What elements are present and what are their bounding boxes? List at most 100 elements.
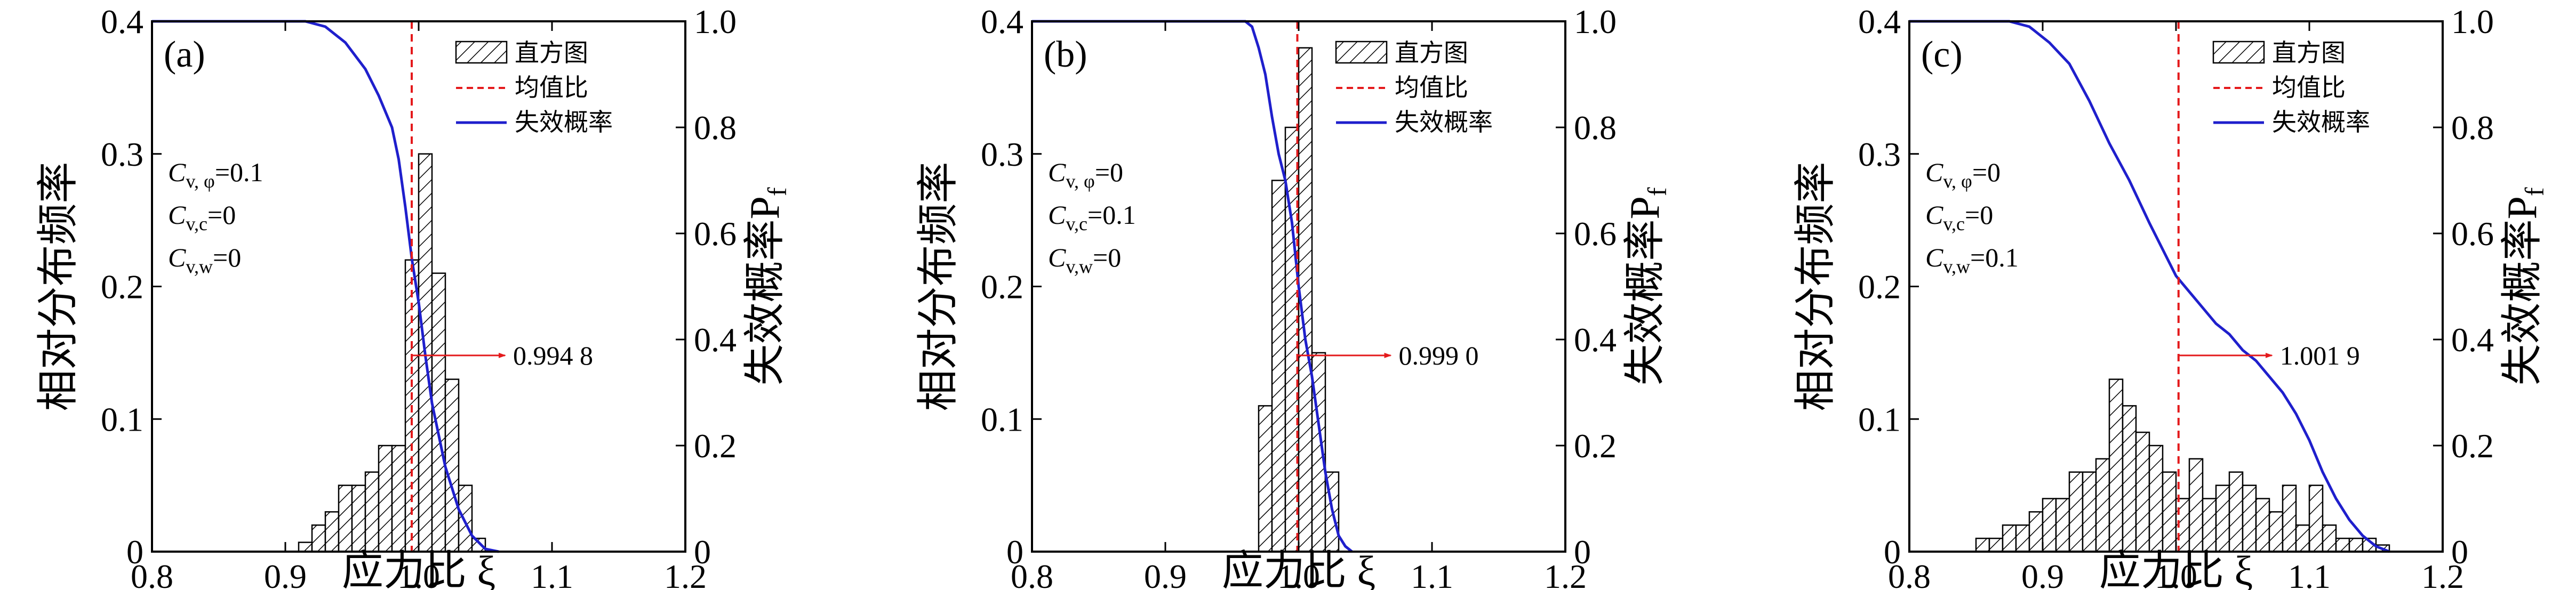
legend-label-histogram: 直方图 — [1395, 39, 1468, 67]
x-tick-label: 1.2 — [664, 557, 707, 590]
legend-label-histogram: 直方图 — [515, 39, 588, 67]
histogram-bar — [2202, 498, 2217, 553]
param-symbol: C — [168, 200, 186, 230]
y-left-tick-label: 0.2 — [101, 268, 143, 306]
y-right-tick-label: 0.6 — [2451, 215, 2494, 253]
histogram-bar — [324, 511, 340, 553]
histogram-bar — [2228, 471, 2244, 553]
histogram-bar — [2015, 524, 2030, 553]
chart-panel-3: 1.001 90.8 0.9 1.0 1.1 1.200.10.20.30.400.20… — [1792, 3, 2549, 590]
param-value: =0 — [1965, 200, 1993, 230]
histogram-bar — [2108, 378, 2124, 553]
y-right-tick-label: 0 — [2451, 533, 2468, 571]
x-tick-label: 0.8 — [1888, 557, 1931, 590]
y-right-axis-title: 失效概率Pf — [1621, 187, 1672, 385]
legend-label-histogram: 直方图 — [2272, 39, 2346, 67]
y-left-tick-label: 0.1 — [981, 400, 1023, 438]
y-right-tick-label: 0.8 — [694, 109, 737, 147]
param-annotation: Cv,c=0.1 — [1048, 200, 1136, 235]
y-right-tick-label: 1.0 — [2451, 3, 2494, 41]
param-subscript: v, φ — [186, 171, 214, 192]
histogram-bar — [2268, 511, 2284, 553]
x-tick-label: 0.9 — [1144, 557, 1187, 590]
legend-label-failure: 失效概率 — [1395, 109, 1493, 136]
y-right-tick-label: 0.6 — [694, 215, 737, 253]
legend-swatch-histogram — [455, 41, 508, 64]
y-right-tick-label: 0.4 — [1574, 321, 1617, 359]
mean-ratio-value: 0.994 8 — [513, 341, 593, 370]
y-left-tick-label: 0.1 — [1858, 400, 1901, 438]
histogram-bar — [2295, 524, 2310, 553]
y-left-tick-label: 0.3 — [101, 135, 143, 173]
param-symbol: C — [1925, 243, 1943, 272]
y-right-axis-title-sub: f — [2519, 187, 2549, 196]
param-annotation: Cv,c=0 — [1925, 200, 1993, 235]
param-symbol: C — [168, 157, 186, 187]
y-left-tick-label: 0.4 — [1858, 3, 1901, 41]
param-value: =0 — [1095, 157, 1123, 187]
histogram-bar — [1271, 180, 1286, 553]
failure-probability-curve — [152, 20, 499, 553]
y-right-tick-label: 0 — [694, 533, 711, 571]
x-tick-label: 1.1 — [1411, 557, 1453, 590]
param-subscript: v,c — [1943, 213, 1965, 235]
y-right-tick-label: 1.0 — [1574, 3, 1617, 41]
y-right-tick-label: 0 — [1574, 533, 1591, 571]
failure-probability-curve — [1909, 20, 2390, 553]
y-right-tick-label: 0.2 — [2451, 427, 2494, 465]
legend-swatch-histogram — [1335, 41, 1388, 64]
param-annotation: Cv, φ=0.1 — [168, 157, 263, 192]
histogram-bar — [2095, 458, 2110, 553]
histogram-bar — [2042, 498, 2057, 553]
param-subscript: v,w — [1066, 256, 1093, 277]
legend-label-mean: 均值比 — [515, 74, 588, 101]
y-left-tick-label: 0.4 — [101, 3, 143, 41]
y-right-tick-label: 0.6 — [1574, 215, 1617, 253]
histogram-bar — [311, 524, 326, 553]
param-value: =0 — [1972, 157, 2001, 187]
param-symbol: C — [1925, 157, 1943, 187]
histogram-bar — [2322, 524, 2337, 553]
param-value: =0 — [1093, 243, 1121, 272]
y-left-tick-label: 0 — [1006, 533, 1023, 571]
y-right-tick-label: 0.4 — [2451, 321, 2494, 359]
histogram-bar — [378, 444, 393, 553]
param-symbol: C — [168, 243, 186, 272]
x-tick-label: 1.1 — [531, 557, 573, 590]
histogram-bar — [2082, 471, 2097, 553]
mean-ratio-value: 1.001 9 — [2280, 341, 2360, 370]
param-subscript: v,w — [186, 256, 213, 277]
legend-label-failure: 失效概率 — [2272, 109, 2370, 136]
param-value: =0.1 — [1970, 243, 2019, 272]
histogram-bar — [2188, 458, 2204, 553]
param-symbol: C — [1048, 243, 1066, 272]
histogram-bar — [338, 484, 353, 553]
histogram-bar — [2308, 484, 2324, 553]
histogram-bar — [2135, 431, 2150, 553]
x-axis-title: 应力比 ξ — [2099, 547, 2253, 590]
x-tick-label: 1.2 — [2421, 557, 2464, 590]
param-annotation: Cv, φ=0 — [1048, 157, 1123, 192]
y-left-tick-label: 0.3 — [1858, 135, 1901, 173]
x-tick-label: 0.8 — [1011, 557, 1053, 590]
y-right-axis-title-main: 失效概率P — [1621, 196, 1668, 385]
y-left-tick-label: 0.1 — [101, 400, 143, 438]
histogram-bar — [2335, 537, 2350, 553]
y-right-axis-title-sub: f — [1642, 187, 1672, 196]
param-symbol: C — [1048, 157, 1066, 187]
param-annotation: Cv,w=0.1 — [1925, 243, 2019, 277]
histogram-bar — [2002, 524, 2017, 553]
param-symbol: C — [1048, 200, 1066, 230]
histogram-bar — [351, 484, 366, 553]
histogram-bar — [1975, 537, 1990, 553]
histogram-bar — [458, 484, 473, 553]
param-value: =0 — [213, 243, 241, 272]
y-left-axis-title: 相对分布频率 — [1792, 161, 1838, 411]
y-right-axis-title-sub: f — [762, 187, 792, 196]
histogram-bar — [391, 444, 406, 553]
chart-panel-1: 0.994 80.8 0.9 1.0 1.1 1.200.10.20.30.400.20… — [35, 3, 792, 590]
panel-label: (c) — [1921, 34, 1963, 75]
histogram-bar — [1988, 537, 2004, 553]
legend-label-mean: 均值比 — [1395, 74, 1468, 101]
histogram-bar — [2122, 405, 2137, 553]
